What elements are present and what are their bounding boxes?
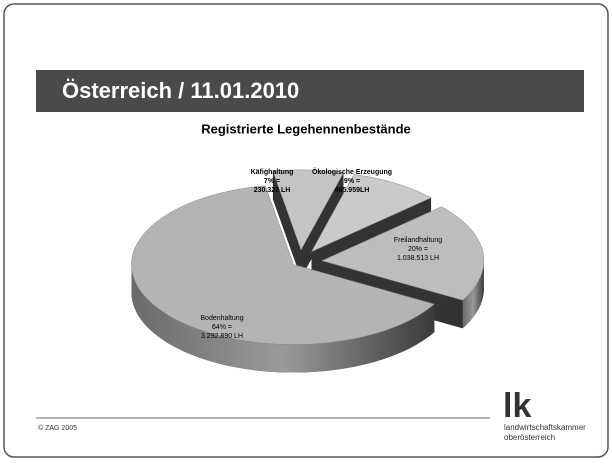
pie [131, 169, 485, 373]
slide-title: Österreich / 11.01.2010 [62, 78, 299, 103]
slice [272, 169, 344, 251]
slice-label: Freilandhaltung [394, 237, 442, 244]
value-label: 9% = [344, 178, 360, 185]
count-label: 1.038.513 LH [397, 255, 439, 262]
value-label: 64% = [212, 324, 232, 331]
slice [321, 206, 485, 301]
chart-title: Registrierte Legehennenbestände [201, 121, 411, 136]
slice-wall [462, 260, 484, 329]
labels: Käfighaltung 7% = 230.322 LH Ökologische Er… [200, 167, 442, 340]
title-bar [36, 70, 584, 112]
slice-label: Ökologische Erzeugung [312, 167, 392, 176]
count-label: 3.292.890 LH [201, 333, 243, 340]
org-name: landwirtschaftskammer [504, 423, 586, 432]
value-label: 20% = [408, 246, 428, 253]
count-label: 230.322 LH [254, 187, 291, 194]
logo: lk [503, 387, 531, 425]
slice-wall [131, 264, 435, 373]
slice-label: Bodenhaltung [200, 315, 243, 322]
count-label: 465.959LH [335, 187, 370, 194]
slice [131, 185, 435, 345]
value-label: 7% = [264, 178, 280, 185]
slice-label: Käfighaltung [251, 169, 294, 176]
org-name: oberösterreich [504, 433, 555, 442]
slice [310, 174, 432, 253]
slice-side [272, 171, 301, 278]
footer: © ZAG 2005 [38, 424, 77, 432]
